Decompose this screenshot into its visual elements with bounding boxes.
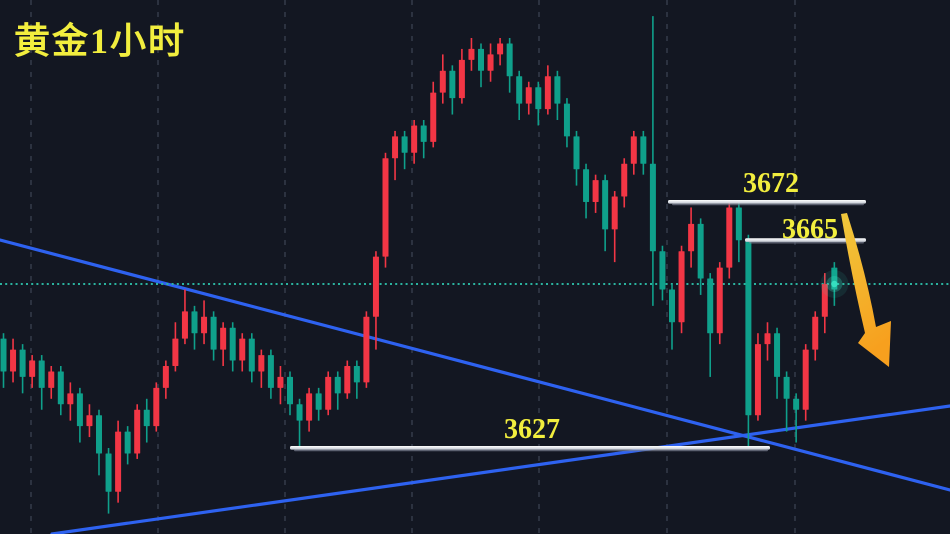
resistance-label-2: 3665 <box>782 214 838 245</box>
down-arrow-layer <box>841 213 891 367</box>
support-label: 3627 <box>504 414 560 445</box>
trendline-layer <box>0 238 950 534</box>
candle-layer <box>0 16 838 514</box>
chart-title: 黄金1小时 <box>14 21 187 61</box>
price-glow-marker <box>820 270 849 298</box>
resistance-label-1: 3672 <box>743 168 799 199</box>
down-arrow-icon <box>841 213 891 367</box>
level-line-layer <box>290 200 866 452</box>
